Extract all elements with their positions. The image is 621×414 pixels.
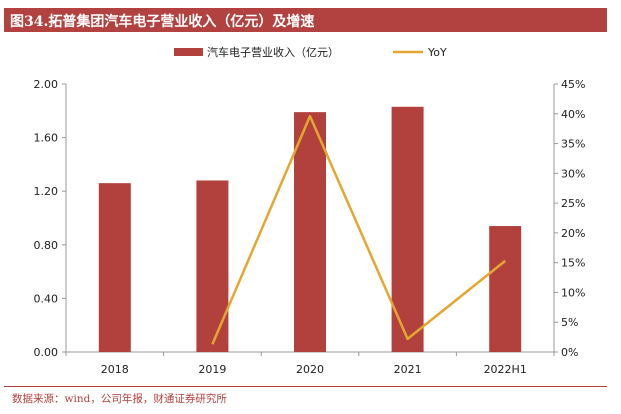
right-tick-label: 15% [561,257,585,270]
bar [391,106,424,352]
x-tick-label: 2018 [101,363,129,376]
left-tick-label: 0.00 [34,346,59,359]
bar [98,183,131,352]
left-tick-label: 2.00 [34,78,59,91]
right-tick-label: 40% [561,108,585,121]
title-bar: 图34.拓普集团汽车电子营业收入（亿元）及增速 [4,8,607,32]
chart-svg: 0.00 0.40 0.80 1.20 1.60 2.00 0% 5% 10% 15% 20% 25%… [34,45,586,376]
line-series-yoy [211,114,506,345]
legend-line-label: YoY [427,46,447,59]
right-tick-label: 25% [561,197,585,210]
left-tick-label: 1.60 [34,132,59,145]
x-tick-label: 2019 [198,363,226,376]
bar [196,180,229,352]
x-tick-label: 2021 [394,363,422,376]
footer-divider [4,386,607,387]
chart-title: 图34.拓普集团汽车电子营业收入（亿元）及增速 [10,14,315,30]
right-tick-label: 20% [561,227,585,240]
right-tick-label: 30% [561,167,585,180]
x-tick-label: 2022H1 [484,363,527,376]
right-tick-label: 45% [561,78,585,91]
legend-bar-swatch [174,48,203,56]
legend-bar-label: 汽车电子营业收入（亿元） [207,45,339,59]
x-tick-label: 2020 [296,363,324,376]
right-tick-label: 5% [561,316,578,329]
right-tick-label: 0% [561,346,578,359]
left-tick-label: 1.20 [34,185,59,198]
right-tick-label: 10% [561,286,585,299]
bar [294,112,326,352]
right-tick-label: 35% [561,138,585,151]
left-tick-label: 0.40 [34,292,59,305]
left-tick-label: 0.80 [34,239,59,252]
bar [489,226,522,352]
source-note: 数据来源：wind，公司年报，财通证券研究所 [12,393,227,405]
